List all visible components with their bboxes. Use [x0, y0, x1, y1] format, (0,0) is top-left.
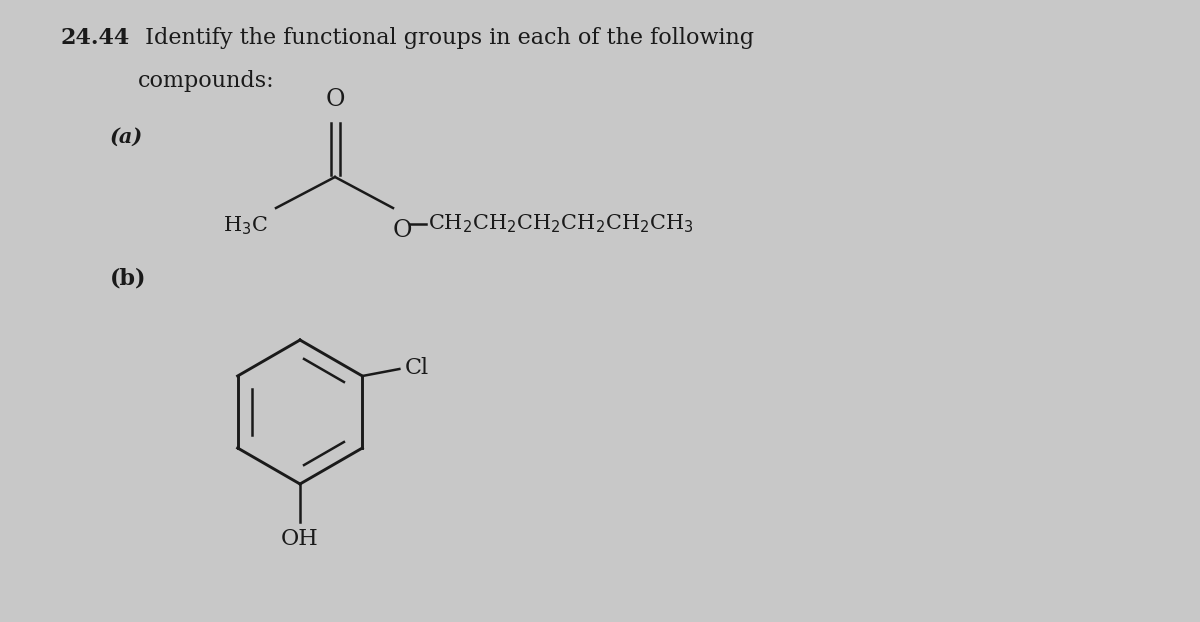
Text: (b): (b): [110, 267, 146, 289]
Text: OH: OH: [281, 528, 319, 550]
Text: O: O: [392, 219, 412, 242]
Text: Cl: Cl: [404, 357, 428, 379]
Text: 24.44: 24.44: [60, 27, 130, 49]
Text: compounds:: compounds:: [138, 70, 275, 92]
Text: H$_3$C: H$_3$C: [223, 214, 268, 236]
Text: Identify the functional groups in each of the following: Identify the functional groups in each o…: [138, 27, 754, 49]
Text: O: O: [325, 88, 344, 111]
Text: CH$_2$CH$_2$CH$_2$CH$_2$CH$_2$CH$_3$: CH$_2$CH$_2$CH$_2$CH$_2$CH$_2$CH$_3$: [428, 213, 694, 235]
Text: (a): (a): [110, 127, 143, 147]
